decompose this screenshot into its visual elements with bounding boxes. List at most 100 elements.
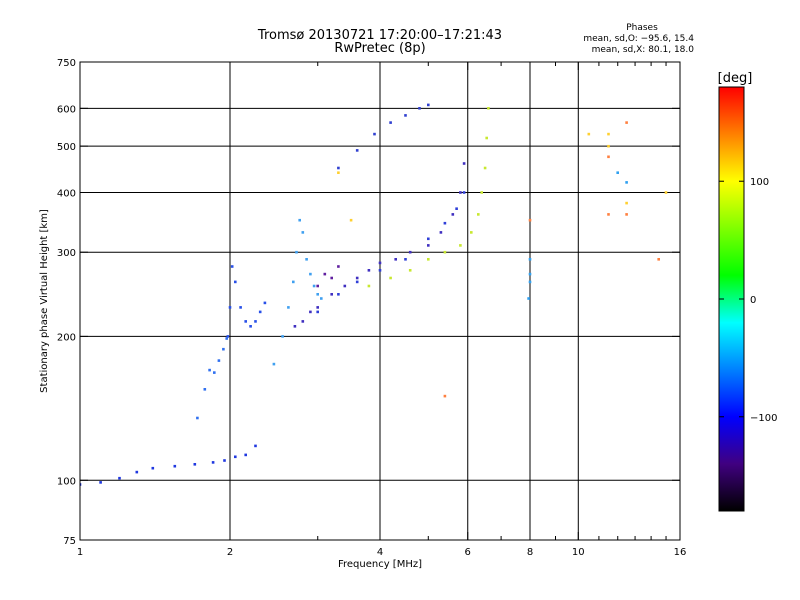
data-point xyxy=(418,107,421,110)
data-point xyxy=(281,335,284,338)
y-tick-label: 75 xyxy=(63,536,76,547)
data-point xyxy=(234,280,237,284)
data-point xyxy=(427,103,430,107)
data-point xyxy=(118,476,121,480)
data-point xyxy=(258,310,262,314)
data-point xyxy=(378,261,382,265)
phase-info: Phases mean, sd,O: −95.6, 15.4 mean, sd,… xyxy=(583,23,694,55)
colorbar-label: [deg] xyxy=(718,71,753,86)
y-tick-label: 600 xyxy=(57,104,76,115)
data-point xyxy=(427,244,430,247)
data-point xyxy=(462,162,466,165)
data-point xyxy=(193,463,197,466)
data-point xyxy=(337,171,340,174)
data-point xyxy=(389,121,392,124)
data-point xyxy=(217,359,221,362)
data-point xyxy=(378,269,382,272)
chart-subtitle: RwPretec (8p) xyxy=(334,41,425,56)
data-point xyxy=(394,258,397,261)
data-point xyxy=(99,481,102,484)
data-point xyxy=(483,166,487,170)
data-point xyxy=(309,310,312,314)
data-points xyxy=(80,103,668,486)
data-point xyxy=(330,293,333,296)
data-point xyxy=(249,325,252,328)
data-point xyxy=(337,265,340,268)
data-point xyxy=(625,181,628,184)
x-tick-label: 6 xyxy=(465,547,471,558)
data-point xyxy=(135,470,139,474)
data-point xyxy=(301,320,305,323)
data-point xyxy=(263,301,267,305)
data-point xyxy=(244,453,247,457)
data-point xyxy=(228,306,232,309)
data-point xyxy=(316,310,319,314)
data-point xyxy=(211,461,215,464)
x-axis-label: Frequency [MHz] xyxy=(338,559,422,570)
data-point xyxy=(173,464,177,468)
data-point xyxy=(223,459,226,462)
y-tick-label: 300 xyxy=(57,248,76,259)
data-point xyxy=(337,166,340,170)
data-point xyxy=(298,218,301,222)
data-point xyxy=(427,258,430,261)
data-point xyxy=(367,269,371,272)
y-tick-label: 100 xyxy=(57,476,76,487)
data-point xyxy=(151,466,155,470)
data-point xyxy=(607,213,610,216)
data-point xyxy=(208,368,211,372)
data-point xyxy=(293,325,297,328)
data-point xyxy=(226,335,230,338)
chart-title: Tromsø 20130721 17:20:00–17:21:43 xyxy=(257,28,502,43)
data-point xyxy=(330,276,333,280)
x-tick-label: 1 xyxy=(77,547,83,558)
data-point xyxy=(367,284,371,288)
y-tick-label: 400 xyxy=(57,188,76,199)
data-point xyxy=(625,201,628,205)
data-point xyxy=(373,132,376,136)
data-point xyxy=(287,306,290,309)
data-point xyxy=(404,114,407,117)
data-point xyxy=(657,258,660,261)
data-point xyxy=(480,191,483,194)
data-point xyxy=(343,284,347,288)
data-point xyxy=(355,276,359,280)
colorbar-ticks: 100 0 −100 xyxy=(719,177,777,424)
axis-ticks xyxy=(79,61,681,541)
data-point xyxy=(443,250,447,254)
data-point xyxy=(485,136,488,140)
x-tick-label: 4 xyxy=(377,547,383,558)
data-point xyxy=(323,272,327,276)
data-point xyxy=(625,121,628,124)
data-point xyxy=(316,284,319,288)
colorbar-tick-label: −100 xyxy=(750,413,777,424)
x-tick-labels: 1 2 4 6 8 10 16 xyxy=(77,547,687,558)
data-point xyxy=(528,280,532,284)
data-point xyxy=(316,306,319,309)
data-point xyxy=(408,250,412,254)
data-point xyxy=(316,293,319,296)
data-point xyxy=(196,416,199,420)
data-point xyxy=(301,231,305,234)
y-tick-label: 750 xyxy=(57,58,76,69)
data-point xyxy=(459,191,462,194)
data-point xyxy=(292,280,295,284)
x-tick-label: 10 xyxy=(572,547,585,558)
data-point xyxy=(408,269,412,272)
data-point xyxy=(427,237,430,241)
data-point xyxy=(234,455,237,459)
data-point xyxy=(607,155,610,159)
data-point xyxy=(607,132,610,136)
data-point xyxy=(272,362,276,366)
data-point xyxy=(664,191,668,194)
colorbar-tick-label: 0 xyxy=(750,295,756,306)
data-point xyxy=(230,265,234,268)
data-point xyxy=(239,306,242,309)
data-point xyxy=(487,107,490,110)
data-point xyxy=(222,347,225,351)
y-axis-label: Stationary phase Virtual Height [km] xyxy=(39,209,50,393)
data-point xyxy=(305,258,308,261)
data-point xyxy=(404,258,407,261)
colorbar-tick-label: 100 xyxy=(750,177,769,188)
